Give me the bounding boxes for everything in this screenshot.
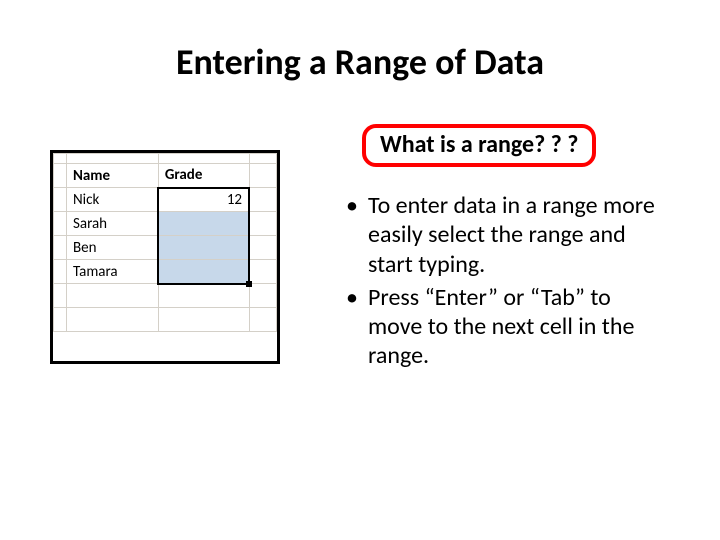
cell-selected [158, 236, 249, 260]
cell-selected-last [158, 260, 249, 284]
table-row [54, 284, 277, 308]
table-row: Sarah [54, 212, 277, 236]
slide: Entering a Range of Data Name [0, 0, 720, 540]
cell: Ben [67, 236, 159, 260]
cell-stub [54, 236, 67, 260]
callout-box: What is a range? ? ? [362, 124, 596, 167]
spreadsheet-figure: Name Grade Nick 12 Sarah [50, 150, 280, 364]
cell-selected [158, 212, 249, 236]
cell-header-grade: Grade [158, 164, 249, 188]
cell-stub [54, 212, 67, 236]
cell-stub [54, 154, 67, 164]
cell [67, 154, 159, 164]
table-row [54, 154, 277, 164]
list-item: Press “Enter” or “Tab” to move to the ne… [340, 283, 670, 371]
cell-stub [249, 236, 276, 260]
cell-stub [249, 308, 276, 332]
list-item: To enter data in a range more easily sel… [340, 191, 670, 279]
excel-clip: Name Grade Nick 12 Sarah [50, 150, 280, 364]
cell [158, 284, 249, 308]
content-row: Name Grade Nick 12 Sarah [50, 124, 670, 375]
cell [158, 308, 249, 332]
table-row [54, 308, 277, 332]
cell [67, 308, 159, 332]
cell-header-name: Name [67, 164, 159, 188]
fill-handle [246, 281, 252, 287]
bullet-list: To enter data in a range more easily sel… [340, 191, 670, 371]
cell-stub [54, 260, 67, 284]
cell-stub [249, 212, 276, 236]
cell: Tamara [67, 260, 159, 284]
cell-stub [249, 154, 276, 164]
spreadsheet-grid: Name Grade Nick 12 Sarah [53, 153, 277, 332]
cell [158, 154, 249, 164]
cell-stub [249, 188, 276, 212]
cell-stub [54, 308, 67, 332]
cell: Sarah [67, 212, 159, 236]
table-row: Name Grade [54, 164, 277, 188]
cell-stub [54, 284, 67, 308]
table-row: Nick 12 [54, 188, 277, 212]
cell [67, 284, 159, 308]
cell-stub [249, 260, 276, 284]
table-row: Ben [54, 236, 277, 260]
cell-stub [54, 188, 67, 212]
cell: Nick [67, 188, 159, 212]
page-title: Entering a Range of Data [50, 40, 670, 84]
cell-stub [249, 284, 276, 308]
cell-stub [54, 164, 67, 188]
text-column: What is a range? ? ? To enter data in a … [340, 124, 670, 375]
cell-stub [249, 164, 276, 188]
table-row: Tamara [54, 260, 277, 284]
cell-active: 12 [158, 188, 249, 212]
